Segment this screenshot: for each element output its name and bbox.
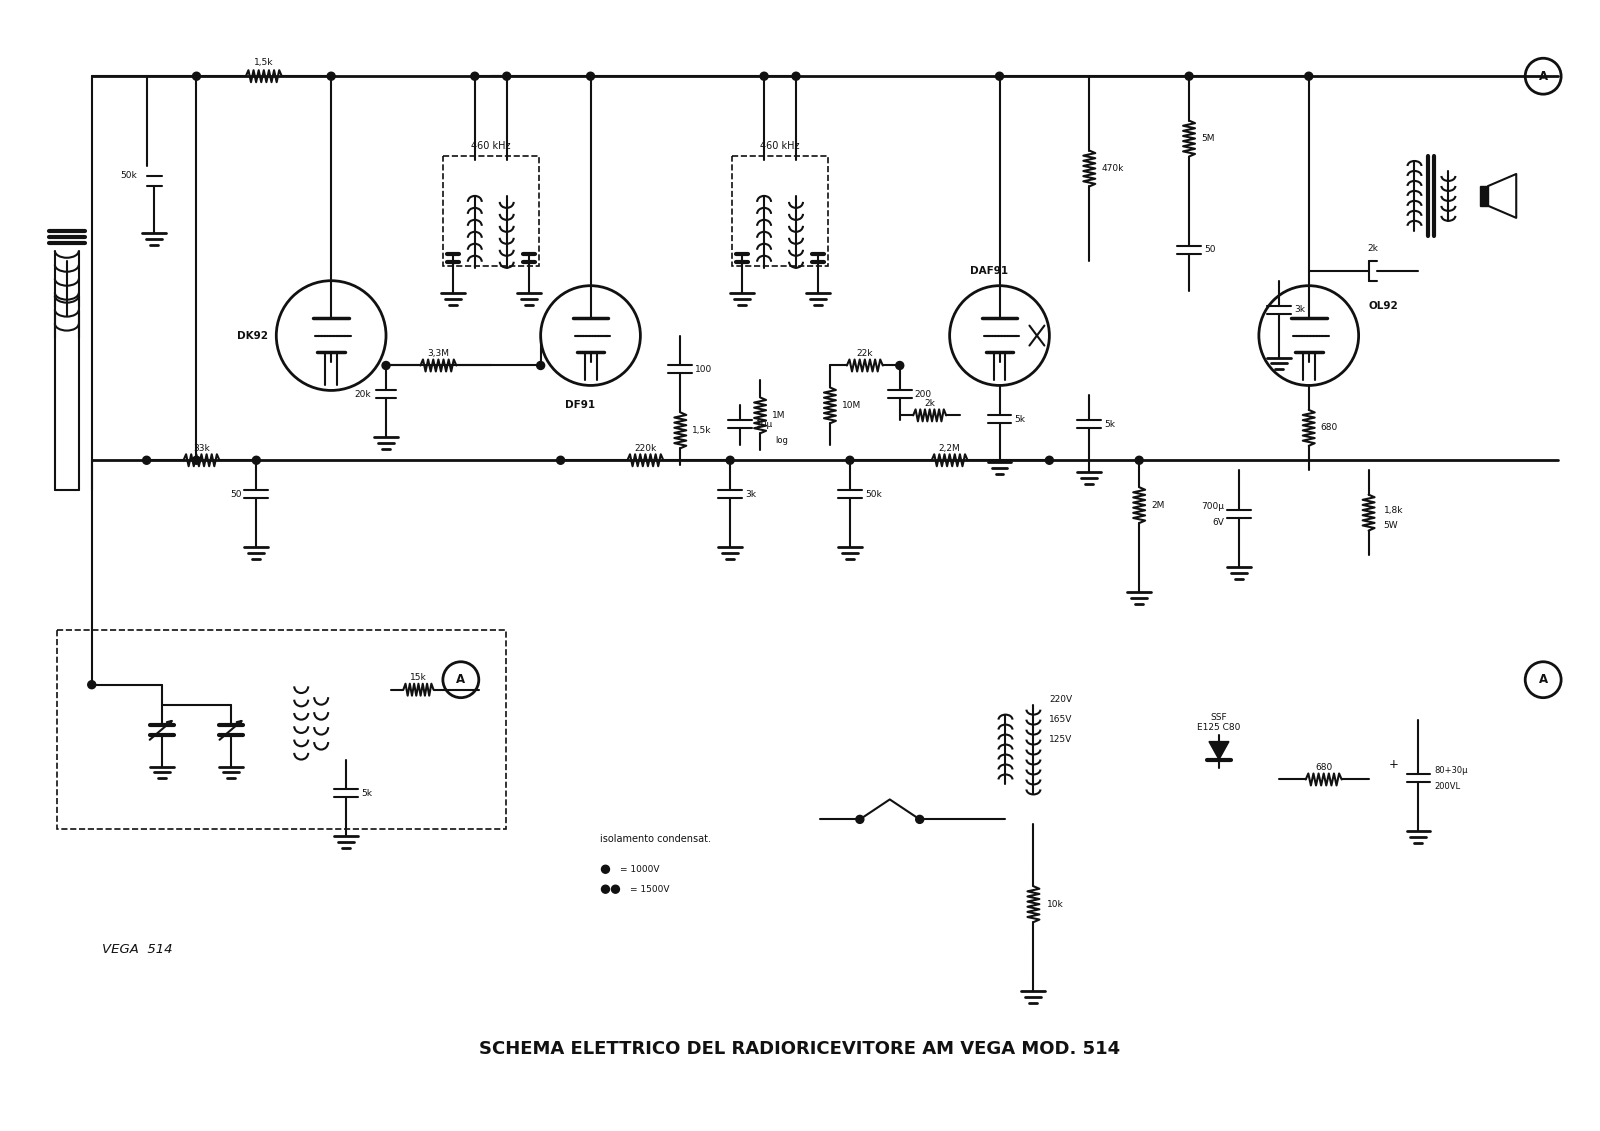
- Text: 10k: 10k: [1048, 899, 1064, 908]
- Circle shape: [915, 815, 923, 823]
- Text: 22k: 22k: [856, 349, 874, 359]
- Text: OL92: OL92: [1368, 301, 1398, 311]
- Circle shape: [253, 456, 261, 464]
- Circle shape: [792, 72, 800, 80]
- Circle shape: [995, 72, 1003, 80]
- Text: 80+30µ: 80+30µ: [1435, 766, 1467, 775]
- Circle shape: [611, 886, 619, 893]
- Text: 10M: 10M: [842, 400, 861, 409]
- Text: 3,3M: 3,3M: [427, 349, 450, 359]
- Text: 50: 50: [1205, 245, 1216, 254]
- Text: 1M: 1M: [773, 411, 786, 420]
- Text: +: +: [1389, 758, 1398, 771]
- Text: A: A: [1539, 70, 1547, 83]
- Bar: [443, 156, 539, 266]
- Text: 2k: 2k: [925, 399, 934, 408]
- Text: 5k: 5k: [1014, 415, 1026, 424]
- Text: A: A: [1539, 673, 1547, 687]
- Text: 680: 680: [1315, 763, 1333, 772]
- Text: 33k: 33k: [194, 443, 210, 452]
- Text: A: A: [456, 673, 466, 687]
- Text: = 1500V: = 1500V: [630, 884, 670, 893]
- Text: 2M: 2M: [1150, 501, 1165, 510]
- Circle shape: [536, 362, 544, 370]
- Text: 460 kHz: 460 kHz: [760, 141, 800, 152]
- Text: 200: 200: [915, 390, 931, 399]
- Circle shape: [587, 72, 595, 80]
- Text: 680: 680: [1320, 423, 1338, 432]
- Circle shape: [1304, 72, 1312, 80]
- Text: 5M: 5M: [1202, 135, 1214, 143]
- Circle shape: [760, 72, 768, 80]
- Text: 50k: 50k: [120, 172, 136, 181]
- Text: 700µ: 700µ: [1202, 502, 1224, 510]
- Text: log: log: [774, 435, 787, 444]
- Text: E125 C80: E125 C80: [1197, 723, 1240, 732]
- Circle shape: [1134, 456, 1142, 464]
- Polygon shape: [1210, 742, 1229, 760]
- Text: 15k: 15k: [410, 673, 427, 682]
- Circle shape: [602, 886, 610, 893]
- Circle shape: [1186, 72, 1194, 80]
- Bar: [58, 630, 506, 829]
- Text: 5k: 5k: [1104, 420, 1115, 429]
- Circle shape: [88, 681, 96, 689]
- Text: 2k: 2k: [1366, 244, 1378, 253]
- Circle shape: [192, 72, 200, 80]
- Text: DAF91: DAF91: [971, 266, 1008, 276]
- Text: 50: 50: [230, 490, 242, 499]
- Text: isolamento condensat.: isolamento condensat.: [600, 835, 712, 845]
- Text: 220k: 220k: [634, 443, 656, 452]
- Text: 50k: 50k: [866, 490, 882, 499]
- Text: 1,5k: 1,5k: [693, 426, 712, 434]
- Text: 2,2M: 2,2M: [939, 443, 960, 452]
- Circle shape: [470, 72, 478, 80]
- Text: = 1000V: = 1000V: [621, 865, 659, 874]
- Text: 125V: 125V: [1050, 735, 1072, 744]
- Circle shape: [326, 72, 334, 80]
- Circle shape: [846, 456, 854, 464]
- Text: 165V: 165V: [1050, 715, 1072, 724]
- Circle shape: [896, 362, 904, 370]
- Text: SCHEMA ELETTRICO DEL RADIORICEVITORE AM VEGA MOD. 514: SCHEMA ELETTRICO DEL RADIORICEVITORE AM …: [480, 1039, 1120, 1057]
- Text: 100: 100: [696, 365, 712, 374]
- Text: DK92: DK92: [237, 330, 269, 340]
- Text: SSF: SSF: [1211, 714, 1227, 722]
- Text: 6V: 6V: [1213, 518, 1224, 527]
- Circle shape: [142, 456, 150, 464]
- Text: DF91: DF91: [565, 400, 595, 411]
- Text: 5W: 5W: [1384, 520, 1398, 529]
- Circle shape: [602, 865, 610, 873]
- Circle shape: [726, 456, 734, 464]
- Circle shape: [1045, 456, 1053, 464]
- Circle shape: [382, 362, 390, 370]
- Text: 10µ: 10µ: [757, 420, 773, 429]
- Text: 1,8k: 1,8k: [1384, 506, 1403, 515]
- Text: 460 kHz: 460 kHz: [470, 141, 510, 152]
- Bar: [733, 156, 827, 266]
- Circle shape: [557, 456, 565, 464]
- Text: 20k: 20k: [355, 390, 371, 399]
- Text: VEGA  514: VEGA 514: [102, 942, 173, 956]
- Text: 3k: 3k: [746, 490, 757, 499]
- Text: 5k: 5k: [362, 789, 373, 798]
- Circle shape: [192, 456, 200, 464]
- Text: 1,5k: 1,5k: [254, 58, 274, 67]
- Text: 200VL: 200VL: [1435, 782, 1461, 791]
- Circle shape: [856, 815, 864, 823]
- Bar: [1480, 185, 1488, 206]
- Text: 470k: 470k: [1101, 164, 1123, 173]
- Text: 3k: 3k: [1294, 305, 1304, 314]
- Text: 220V: 220V: [1050, 696, 1072, 705]
- Circle shape: [502, 72, 510, 80]
